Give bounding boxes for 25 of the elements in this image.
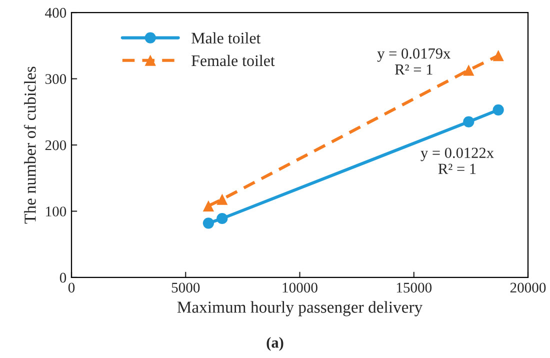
y-tick-label: 400 bbox=[45, 8, 66, 18]
y-tick-label: 300 bbox=[45, 74, 66, 84]
point bbox=[492, 50, 504, 62]
point bbox=[463, 116, 474, 128]
x-tick-label: 5000 bbox=[172, 282, 200, 293]
y-tick-label: 100 bbox=[46, 206, 66, 216]
x-axis-title: Maximum hourly passenger delivery bbox=[177, 301, 423, 316]
annotation: y = 0.0179x R² = 1 bbox=[377, 48, 450, 75]
y-tick-label: 200 bbox=[45, 140, 66, 150]
point bbox=[216, 212, 228, 224]
legend-label: Female toilet bbox=[192, 54, 275, 66]
y-tick-label: 0 bbox=[60, 272, 66, 283]
point bbox=[216, 194, 228, 205]
point bbox=[202, 218, 214, 229]
y-axis-title: The number of cubicles bbox=[24, 66, 36, 224]
point bbox=[202, 200, 214, 212]
x-tick-label: 20000 bbox=[510, 282, 546, 293]
x-tick-label: 0 bbox=[68, 282, 75, 293]
x-tick-label: 10000 bbox=[282, 282, 318, 293]
legend-label: Male toilet bbox=[192, 32, 261, 44]
text: (a) bbox=[266, 336, 284, 351]
annotation: y = 0.0122x R² = 1 bbox=[420, 148, 494, 174]
point bbox=[492, 104, 504, 116]
point bbox=[463, 64, 474, 76]
x-tick-label: 15000 bbox=[396, 282, 432, 293]
